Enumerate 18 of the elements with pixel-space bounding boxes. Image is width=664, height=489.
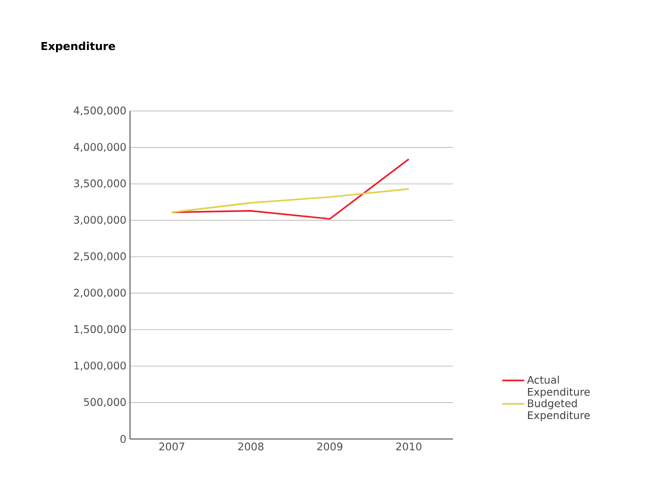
y-tick-label: 2,000,000 [74,288,126,298]
y-tick-label: 1,500,000 [74,325,126,334]
y-tick-label: 3,000,000 [74,216,126,225]
y-tick-label: 500,000 [84,398,126,408]
y-tick-label: 4,000,000 [74,142,126,152]
x-tick-label: 2008 [238,442,264,450]
y-tick-label: 2,500,000 [74,252,126,262]
legend-label: Actual Expenditure [527,376,590,398]
x-tick-label: 2010 [396,442,422,450]
y-tick-label: 3,500,000 [74,179,126,188]
y-tick-label: 0 [120,435,126,443]
legend-label: Budgeted Expenditure [528,399,590,422]
x-tick-label: 2007 [159,442,184,450]
y-tick-label: 1,000,000 [74,362,126,371]
chart-title: Expenditure [42,42,116,52]
x-tick-label: 2009 [317,442,342,450]
line-series [171,188,410,214]
y-tick-label: 4,500,000 [74,106,126,116]
